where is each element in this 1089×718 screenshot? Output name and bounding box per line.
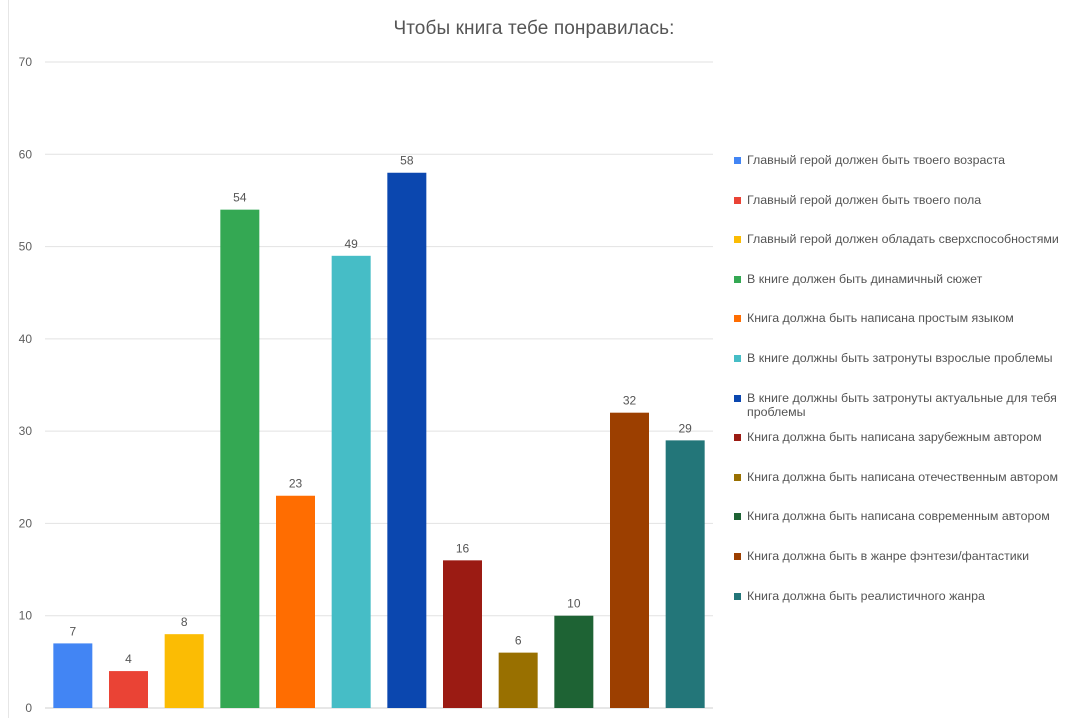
left-border-line [8, 0, 9, 718]
legend-swatch [734, 552, 741, 560]
legend-swatch [734, 513, 741, 521]
bar [276, 495, 315, 708]
bar-value-label: 49 [344, 237, 358, 251]
chart-title: Чтобы книга тебе понравилась: [393, 18, 675, 39]
bar-value-label: 16 [456, 541, 470, 555]
legend-swatch [734, 592, 741, 600]
legend-label: Главный герой должен обладать сверхспосо… [747, 232, 1059, 247]
bar-value-label: 29 [678, 421, 692, 435]
bar [554, 615, 594, 708]
legend: Главный герой должен быть твоего возраст… [734, 153, 1086, 628]
bar [610, 412, 649, 708]
legend-label: В книге должны быть затронуты актуальные… [747, 390, 1057, 419]
legend-label: Книга должна быть в жанре фэнтези/фантас… [747, 548, 1030, 563]
legend-label: Книга должна быть написана зарубежным ав… [747, 430, 1042, 445]
legend-label: Книга должна быть написана отечественным… [747, 469, 1058, 484]
legend-item: Книга должна быть в жанре фэнтези/фантас… [734, 549, 1086, 589]
legend-item: Книга должна быть написана современным а… [734, 509, 1086, 549]
legend-swatch [734, 236, 741, 244]
bar [331, 255, 371, 709]
bar [498, 652, 538, 708]
legend-item: Книга должна быть написана зарубежным ав… [734, 430, 1086, 470]
legend-item: В книге должны быть затронуты взрослые п… [734, 351, 1086, 391]
legend-item: Главный герой должен быть твоего пола [734, 193, 1086, 233]
legend-label: В книге должен быть динамичный сюжет [747, 271, 983, 286]
bar-value-label: 54 [233, 191, 247, 205]
legend-label: Книга должна быть реалистичного жанра [747, 588, 985, 603]
bar [164, 634, 204, 708]
y-tick-label: 20 [19, 516, 33, 530]
legend-label: Книга должна быть написана простым языко… [747, 311, 1014, 326]
legend-label: Книга должна быть написана современным а… [747, 509, 1050, 524]
y-tick-label: 0 [25, 701, 32, 715]
bar-value-label: 7 [69, 624, 76, 638]
bar [387, 172, 427, 708]
y-tick-label: 50 [19, 240, 33, 254]
legend-label: В книге должны быть затронуты взрослые п… [747, 350, 1053, 365]
bar-value-label: 10 [567, 597, 581, 611]
legend-label: Главный герой должен быть твоего возраст… [747, 153, 1005, 167]
bar-value-label: 6 [515, 634, 522, 648]
y-tick-label: 60 [19, 147, 33, 161]
y-tick-label: 40 [19, 332, 33, 346]
legend-item: В книге должен быть динамичный сюжет [734, 272, 1086, 312]
bar [443, 560, 482, 708]
legend-item: Книга должна быть написана отечественным… [734, 470, 1086, 510]
legend-label: Главный герой должен быть твоего пола [747, 192, 982, 207]
legend-swatch [734, 196, 741, 204]
y-tick-label: 70 [19, 55, 33, 69]
legend-swatch [734, 275, 741, 283]
bar-value-label: 8 [181, 615, 188, 629]
legend-swatch [734, 473, 741, 481]
legend-swatch [734, 434, 741, 442]
legend-item: Главный герой должен обладать сверхспосо… [734, 232, 1086, 272]
bar-value-label: 23 [289, 477, 303, 491]
bar [665, 440, 705, 708]
legend-item: Книга должна быть написана простым языко… [734, 311, 1086, 351]
bar [53, 643, 93, 708]
bar [220, 209, 260, 708]
legend-item: В книге должны быть затронуты актуальные… [734, 391, 1086, 431]
legend-item: Книга должна быть реалистичного жанра [734, 589, 1086, 629]
bar [109, 671, 148, 708]
legend-swatch [734, 354, 741, 362]
y-tick-label: 30 [19, 424, 33, 438]
legend-swatch [734, 157, 741, 164]
bar-value-label: 32 [623, 394, 637, 408]
legend-swatch [734, 315, 741, 323]
legend-swatch [734, 394, 741, 402]
bar-value-label: 58 [400, 154, 414, 168]
bar-value-label: 4 [125, 652, 132, 666]
legend-item: Главный герой должен быть твоего возраст… [734, 153, 1086, 193]
y-tick-label: 10 [19, 609, 33, 623]
